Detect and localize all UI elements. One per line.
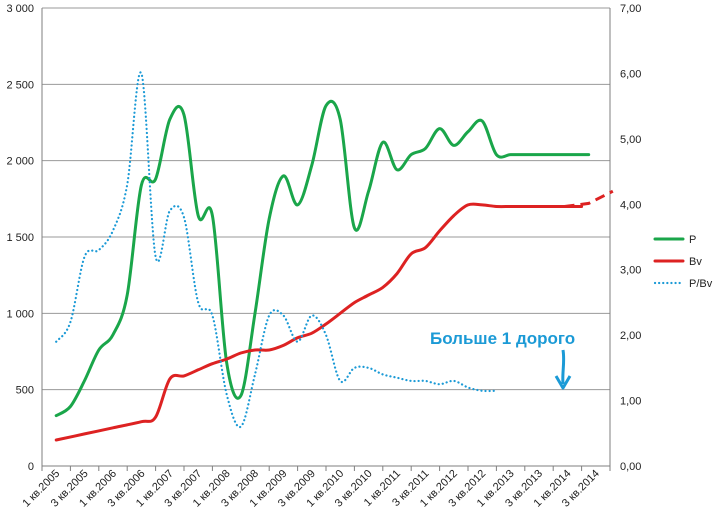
arrow-shaft bbox=[561, 349, 566, 385]
right-y-tick-label: 2,00 bbox=[620, 330, 641, 342]
right-y-tick-label: 1,00 bbox=[620, 396, 641, 408]
left-y-tick-label: 2 000 bbox=[6, 156, 34, 168]
series-line-p-bv bbox=[55, 71, 498, 429]
left-y-tick-label: 3 000 bbox=[6, 3, 34, 15]
annotation: Больше 1 дорого bbox=[430, 329, 575, 390]
left-y-tick-label: 0 bbox=[28, 461, 34, 473]
grid-lines bbox=[42, 7, 610, 467]
series-lines bbox=[54, 71, 614, 442]
right-y-tick-label: 3,00 bbox=[620, 265, 641, 277]
legend: P Bv P/Bv bbox=[653, 234, 713, 290]
legend-label: Bv bbox=[689, 256, 702, 268]
left-y-tick-label: 500 bbox=[16, 385, 34, 397]
right-y-tick-label: 0,00 bbox=[620, 461, 641, 473]
left-y-tick-label: 1 500 bbox=[6, 232, 34, 244]
legend-label: P/Bv bbox=[689, 278, 713, 290]
annotation-arrow-icon bbox=[554, 349, 572, 390]
annotation-text: Больше 1 дорого bbox=[430, 329, 575, 348]
legend-label: P bbox=[689, 234, 696, 246]
left-y-tick-label: 2 500 bbox=[6, 79, 34, 91]
right-y-tick-label: 7,00 bbox=[620, 3, 641, 15]
left-y-tick-label: 1 000 bbox=[6, 308, 34, 320]
arrow-head bbox=[554, 375, 572, 390]
series-line-bv bbox=[54, 202, 584, 442]
right-y-tick-label: 5,00 bbox=[620, 134, 641, 146]
right-y-tick-label: 6,00 bbox=[620, 68, 641, 80]
series-line-p bbox=[54, 99, 591, 418]
left-y-axis-ticks: 0 500 1 000 1 500 2 000 2 500 3 000 bbox=[6, 3, 34, 473]
right-y-tick-label: 4,00 bbox=[620, 199, 641, 211]
series-line-bv-dashed bbox=[564, 189, 614, 208]
right-y-axis-ticks: 0,00 1,00 2,00 3,00 4,00 5,00 6,00 7,00 bbox=[620, 3, 641, 473]
